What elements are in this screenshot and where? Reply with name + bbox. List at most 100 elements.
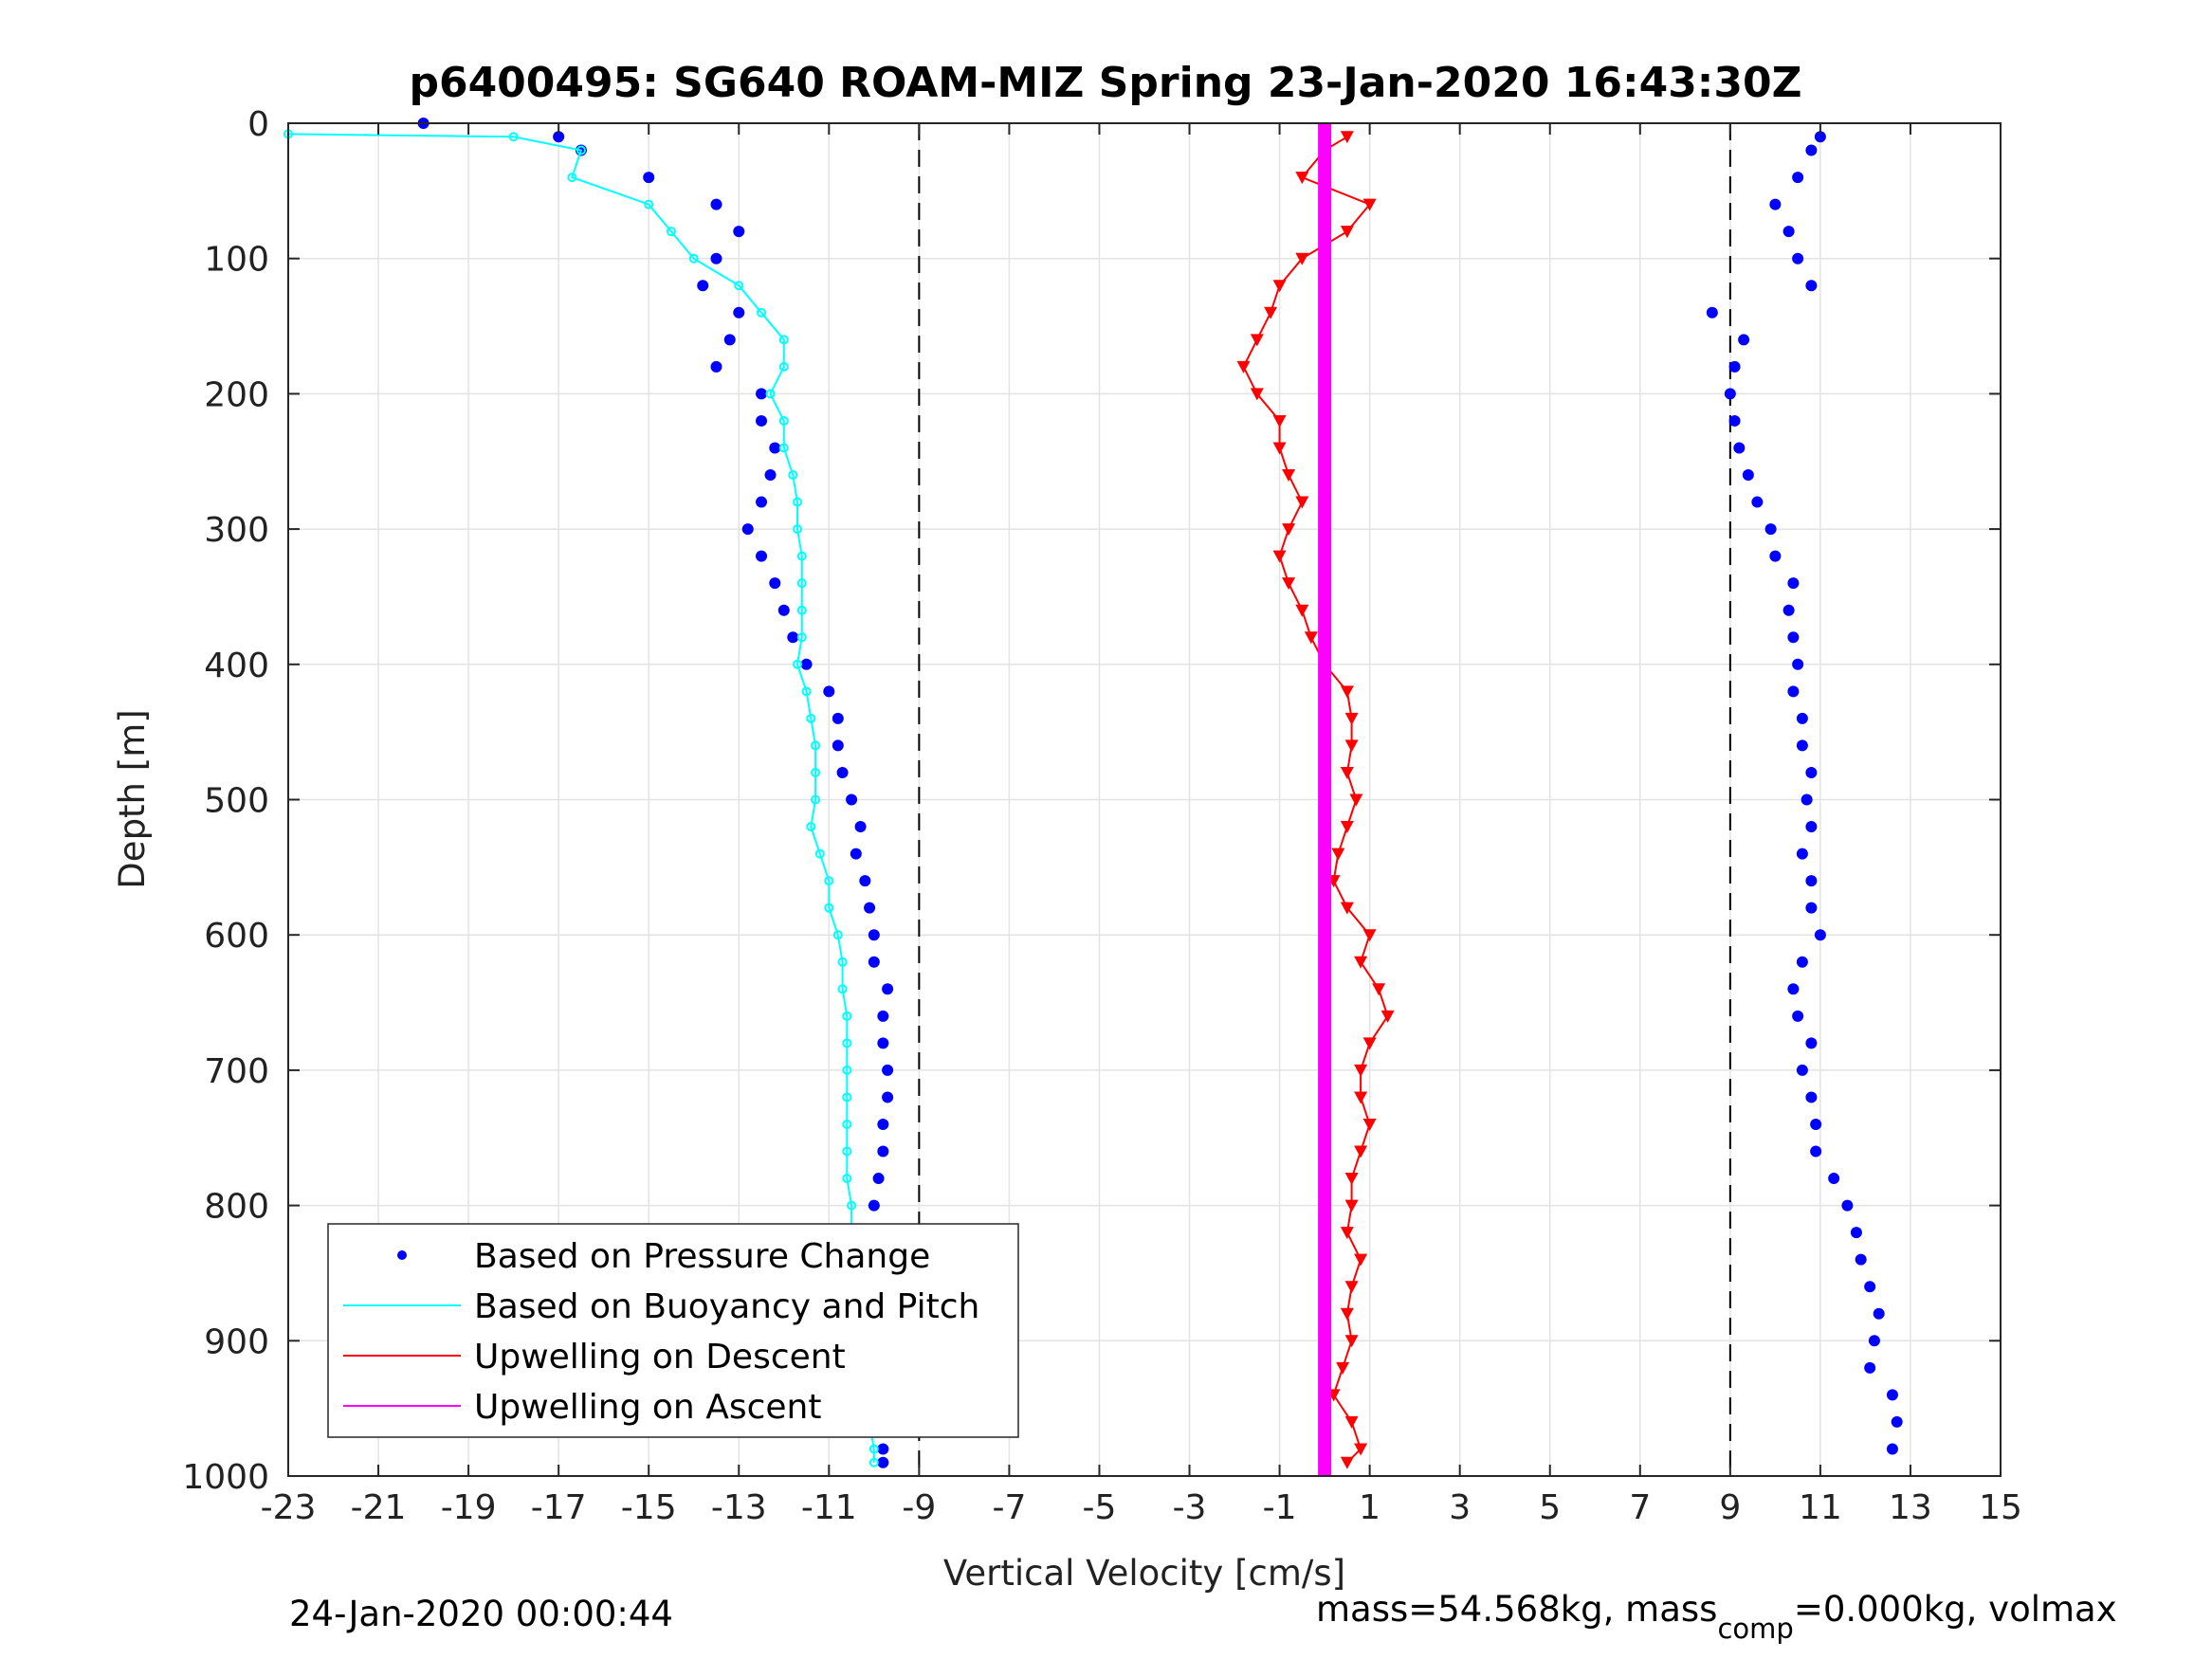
data-point (1886, 1443, 1898, 1455)
data-point (1769, 198, 1782, 210)
data-point (877, 1145, 889, 1158)
data-point (1787, 685, 1800, 698)
y-tick-label: 300 (204, 511, 269, 550)
data-point (864, 902, 876, 914)
data-point (508, 132, 519, 142)
data-point (1344, 1281, 1359, 1294)
data-point (1796, 739, 1808, 752)
series-group (1706, 131, 1903, 1455)
data-point (644, 199, 654, 210)
legend-label-upwelling-descent: Upwelling on Descent (474, 1338, 846, 1376)
data-point (1340, 821, 1354, 834)
data-point (793, 497, 803, 507)
data-point (710, 360, 722, 373)
footer-mass-tail: =0.000kg, volmax (1794, 1589, 2117, 1630)
data-point (688, 253, 699, 264)
data-point (832, 712, 844, 724)
data-point (832, 739, 844, 752)
data-point (842, 1174, 852, 1184)
data-point (1787, 631, 1800, 644)
data-point (733, 306, 745, 319)
x-tick-label: 3 (1449, 1488, 1471, 1527)
data-point (1354, 1443, 1368, 1456)
data-point (1362, 929, 1377, 942)
data-point (778, 361, 789, 372)
data-point (1282, 577, 1296, 591)
data-point (643, 172, 655, 184)
data-point (769, 442, 781, 454)
y-tick-label: 100 (204, 241, 269, 280)
data-point (1354, 1091, 1368, 1104)
x-axis-label: Vertical Velocity [cm/s] (943, 1553, 1345, 1594)
data-point (811, 767, 821, 777)
data-point (1340, 1227, 1354, 1240)
data-point (806, 713, 816, 723)
data-point (1792, 1010, 1804, 1022)
data-point (1724, 388, 1736, 400)
x-axis-ticks: -23 -21 -19 -17 -15 -13 -11 -9 -7 -5 -3 -1 1 3 5 7 9 11 13… (261, 123, 2022, 1527)
data-point (765, 389, 776, 399)
data-point (1380, 1010, 1395, 1023)
data-point (1787, 983, 1800, 995)
footer-mass-text: mass=54.568kg, mass (1316, 1589, 1717, 1630)
data-point (1344, 1335, 1359, 1348)
data-point (756, 496, 768, 508)
x-tick-label: 15 (1979, 1488, 2022, 1527)
data-point (1349, 793, 1363, 807)
data-point (1354, 956, 1368, 969)
data-point (854, 821, 867, 833)
data-point (1272, 280, 1287, 293)
data-point (1805, 902, 1818, 914)
data-point (1855, 1253, 1867, 1266)
data-point (1706, 306, 1718, 319)
data-point (796, 632, 807, 643)
data-point (882, 1064, 894, 1076)
data-point (836, 766, 849, 778)
data-point (1250, 388, 1264, 401)
data-point (741, 523, 754, 536)
data-point (868, 929, 880, 941)
data-point (1792, 252, 1804, 264)
data-point (1805, 144, 1818, 156)
data-point (1796, 848, 1808, 860)
data-point (666, 227, 676, 237)
data-point (806, 822, 816, 832)
data-point (756, 550, 768, 562)
data-point (1805, 1037, 1818, 1049)
data-point (1810, 1145, 1822, 1158)
data-point (1805, 766, 1818, 778)
data-point (872, 1173, 885, 1185)
data-point (787, 631, 799, 644)
data-point (1340, 685, 1354, 699)
data-point (1362, 198, 1377, 211)
data-point (1336, 1361, 1350, 1375)
data-point (1264, 306, 1278, 319)
data-point (756, 414, 768, 427)
data-point (868, 1457, 879, 1468)
data-point (1236, 360, 1251, 374)
data-point (1295, 604, 1309, 617)
data-point (1891, 1415, 1903, 1428)
data-point (1805, 875, 1818, 887)
footer-mass-info: mass=54.568kg, masscomp=0.000kg, volmax (1316, 1589, 2117, 1645)
x-tick-label: -1 (1263, 1488, 1297, 1527)
x-tick-label: 7 (1629, 1488, 1651, 1527)
data-point (553, 131, 565, 143)
data-point (1805, 821, 1818, 833)
data-point (778, 335, 789, 345)
data-point (842, 1146, 852, 1157)
data-point (824, 876, 834, 886)
data-point (1769, 550, 1782, 562)
data-point (1272, 550, 1287, 563)
data-point (756, 388, 768, 400)
data-point (1340, 1456, 1354, 1469)
data-point (850, 848, 862, 860)
y-tick-label: 700 (204, 1052, 269, 1091)
data-point (710, 198, 722, 210)
data-point (868, 1444, 879, 1454)
data-point (697, 280, 709, 292)
y-axis-label: Depth [m] (112, 709, 153, 888)
data-point (1372, 983, 1386, 996)
data-point (1340, 902, 1354, 915)
data-point (1295, 496, 1309, 509)
